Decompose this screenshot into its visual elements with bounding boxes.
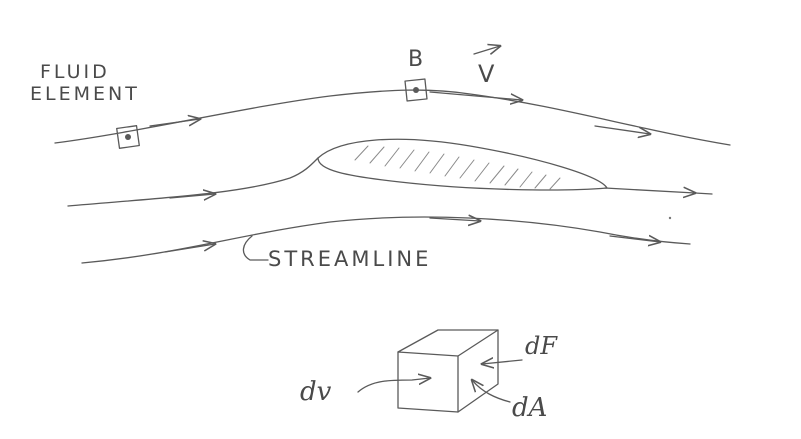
streamline-middle <box>67 157 319 207</box>
fluid-element-a <box>116 125 140 149</box>
volume-label: dv <box>300 377 332 407</box>
fluid-element-b <box>404 78 428 102</box>
streamline-label: STREAMLINE <box>268 247 431 271</box>
area-pointer <box>472 380 511 403</box>
airfoil-hatching <box>354 145 561 190</box>
fluid-element-label-line1: FLUID <box>40 61 110 83</box>
volume-pointer-arrow <box>357 378 430 393</box>
streamline-lower <box>81 216 691 264</box>
streamline-wake-tail <box>694 192 713 195</box>
streamline-wake <box>604 188 695 193</box>
area-label: dA <box>512 393 547 423</box>
stray-dot <box>668 216 672 220</box>
fluid-element-label-line2: ELEMENT <box>30 83 140 105</box>
streamline-arrow <box>594 125 650 134</box>
streamline-arrow <box>429 218 480 221</box>
velocity-label: V <box>478 60 497 88</box>
force-label: dF <box>525 332 558 360</box>
airfoil-outline <box>317 138 608 191</box>
streamline-pointer <box>242 235 269 261</box>
streamline-arrow <box>164 244 215 253</box>
streamline-upper <box>54 89 731 146</box>
streamline-arrow <box>149 119 200 127</box>
velocity-vector-arrow <box>429 91 522 100</box>
point-b-label: B <box>408 47 426 72</box>
streamline-arrow <box>609 236 660 242</box>
velocity-overline-arrow <box>473 46 500 54</box>
force-arrow <box>482 360 523 364</box>
volume-cube <box>397 329 499 413</box>
streamline-arrow <box>169 194 215 198</box>
